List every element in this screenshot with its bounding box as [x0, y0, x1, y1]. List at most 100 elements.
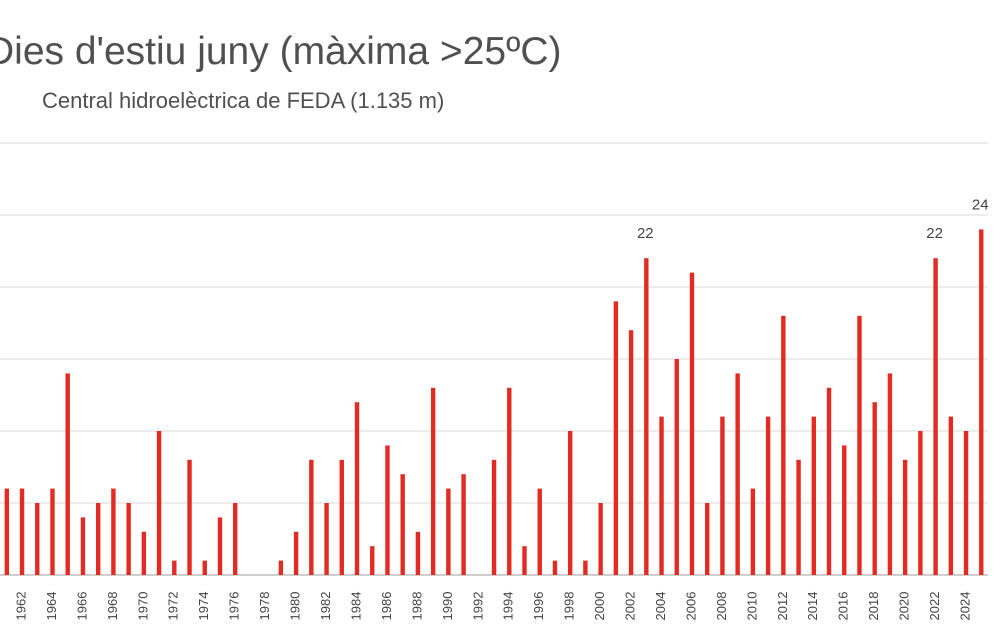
bar [567, 431, 573, 575]
bar [537, 488, 542, 575]
bar [491, 459, 497, 575]
bar [217, 517, 223, 575]
bar [872, 402, 877, 575]
x-tick-label: 1982 [318, 592, 333, 621]
bar [918, 431, 923, 575]
bar [796, 459, 801, 575]
bar [750, 488, 756, 575]
bar [50, 488, 55, 575]
bar [887, 373, 893, 575]
bar [583, 560, 588, 575]
bar [111, 488, 116, 575]
bar [507, 387, 512, 575]
bar [446, 488, 451, 575]
x-tick-label: 1980 [288, 592, 303, 621]
bar [461, 474, 466, 575]
x-tick-label: 1990 [440, 592, 455, 621]
bar [720, 416, 725, 575]
bar [65, 373, 70, 575]
bar [674, 359, 679, 575]
x-tick-label: 1992 [470, 592, 485, 621]
bar [902, 459, 908, 575]
bar [826, 387, 832, 575]
bar [781, 315, 786, 575]
bar [628, 330, 634, 575]
bar [233, 503, 238, 575]
x-tick-label: 2010 [744, 592, 759, 621]
bar [385, 445, 390, 575]
x-tick-label: 1978 [257, 592, 272, 621]
x-tick-label: 1976 [227, 592, 242, 621]
bar [430, 387, 436, 575]
bar [415, 531, 421, 575]
bar [278, 560, 284, 575]
bar [95, 503, 101, 575]
bar [370, 546, 375, 575]
bar [857, 315, 862, 575]
bar [842, 445, 847, 575]
x-tick-label: 2020 [897, 592, 912, 621]
x-tick-label: 2004 [653, 592, 668, 621]
x-tick-label: 1962 [13, 592, 28, 621]
x-tick-label: 1984 [348, 592, 363, 621]
bar [202, 560, 207, 575]
x-tick-label: 1974 [196, 592, 211, 621]
bar [765, 416, 771, 575]
bar [552, 560, 558, 575]
x-tick-label: 2002 [623, 592, 638, 621]
bar [19, 488, 25, 575]
data-label: 22 [926, 225, 943, 242]
bar [933, 258, 938, 575]
x-tick-label: 2014 [805, 592, 820, 621]
chart-subtitle: Central hidroelèctrica de FEDA (1.135 m) [42, 88, 444, 113]
bar [354, 402, 360, 575]
x-tick-label: 1998 [562, 592, 577, 621]
bar [309, 459, 314, 575]
chart-title: Dies d'estiu juny (màxima >25ºC) [0, 30, 561, 73]
bar [598, 503, 603, 575]
bar [963, 431, 969, 575]
bar [689, 272, 695, 575]
data-label: 24 [972, 196, 989, 213]
x-tick-label: 2018 [866, 592, 881, 621]
bar [324, 503, 329, 575]
bar [35, 503, 40, 575]
bar [522, 546, 527, 575]
bar [80, 517, 86, 575]
bar [705, 503, 710, 575]
bar [811, 416, 816, 575]
bar [4, 488, 10, 575]
bar [400, 474, 405, 575]
x-tick-label: 1996 [531, 592, 546, 621]
x-tick-label: 1970 [135, 592, 150, 621]
x-tick-label: 2022 [927, 592, 942, 621]
bar [293, 531, 299, 575]
x-tick-label: 1964 [44, 592, 59, 621]
bar [659, 416, 664, 575]
x-tick-label: 2006 [683, 592, 698, 621]
x-tick-label: 2016 [836, 592, 851, 621]
bar [187, 459, 192, 575]
x-tick-label: 1972 [166, 592, 181, 621]
bar [948, 416, 954, 575]
bar [735, 373, 740, 575]
x-tick-label: 2008 [714, 592, 729, 621]
bar [141, 531, 147, 575]
x-tick-label: 2024 [957, 592, 972, 621]
bar [644, 258, 649, 575]
x-tick-label: 1968 [105, 592, 120, 621]
data-label: 22 [637, 225, 654, 242]
x-tick-label: 1966 [74, 592, 89, 621]
bar [339, 459, 344, 575]
x-tick-label: 1994 [501, 592, 516, 621]
bar [172, 560, 177, 575]
x-tick-label: 1986 [379, 592, 394, 621]
bar [156, 431, 162, 575]
bar [126, 503, 131, 575]
x-tick-label: 2000 [592, 592, 607, 621]
bar [979, 229, 984, 575]
x-tick-label: 1988 [409, 592, 424, 621]
x-tick-label: 2012 [775, 592, 790, 621]
